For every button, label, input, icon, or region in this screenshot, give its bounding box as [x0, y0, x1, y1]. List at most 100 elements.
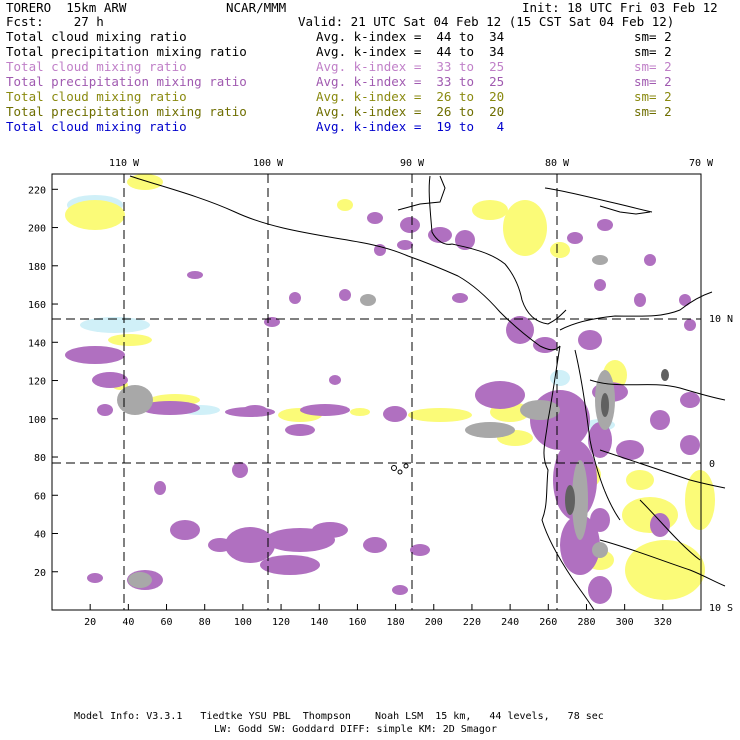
purple-field-patch — [285, 424, 315, 436]
x-tick-label: 40 — [122, 617, 134, 628]
yellow-field-patch — [503, 200, 547, 256]
y-tick-label: 200 — [28, 224, 46, 235]
purple-field-patch — [187, 271, 203, 279]
legend-field: Total cloud mixing ratio — [6, 59, 187, 74]
model-physics: LW: Godd SW: Goddard DIFF: simple KM: 2D… — [214, 724, 497, 735]
purple-field-patch — [289, 292, 301, 304]
lat-label: 0 — [709, 459, 715, 470]
legend-kindex: Avg. k-index = 33 to 25 — [316, 59, 505, 74]
legend-field: Total cloud mixing ratio — [6, 29, 187, 44]
purple-field-patch — [650, 513, 670, 537]
legend-sm: sm= 2 — [634, 89, 672, 104]
purple-field-patch — [170, 520, 200, 540]
dark-gray-field-patch — [565, 485, 575, 515]
x-tick-label: 300 — [616, 617, 634, 628]
moisture-field — [65, 174, 715, 604]
x-tick-label: 60 — [161, 617, 173, 628]
coastlines — [129, 175, 726, 611]
x-tick-label: 100 — [234, 617, 252, 628]
purple-field-patch — [397, 240, 413, 250]
institution: NCAR/MMM — [226, 0, 287, 15]
y-tick-label: 40 — [34, 530, 46, 541]
purple-field-patch — [65, 346, 125, 364]
light-blue-field-patch — [550, 370, 570, 386]
legend-field: Total cloud mixing ratio — [6, 119, 187, 134]
purple-field-patch — [208, 538, 232, 552]
gray-field-patch — [360, 294, 376, 306]
lon-label: 110 W — [109, 158, 140, 169]
purple-field-patch — [428, 227, 452, 243]
lat-label: 10 S — [709, 603, 733, 614]
x-tick-label: 240 — [501, 617, 519, 628]
purple-field-patch — [644, 254, 656, 266]
forecast-hour: Fcst: 27 h — [6, 14, 104, 29]
lat-label: 10 N — [709, 314, 733, 325]
gray-field-patch — [592, 542, 608, 558]
light-blue-field-patch — [80, 317, 150, 333]
x-tick-label: 180 — [387, 617, 405, 628]
legend-sm: sm= 2 — [634, 104, 672, 119]
purple-field-patch — [97, 404, 113, 416]
purple-field-patch — [300, 404, 350, 416]
grid — [52, 174, 701, 610]
legend-sm: sm= 2 — [634, 74, 672, 89]
x-tick-label: 140 — [310, 617, 328, 628]
y-tick-label: 20 — [34, 568, 46, 579]
yellow-field-patch — [337, 199, 353, 211]
yellow-field-patch — [472, 200, 508, 220]
purple-field-patch — [260, 555, 320, 575]
purple-field-patch — [594, 279, 606, 291]
purple-field-patch — [312, 522, 348, 538]
dark-gray-field-patch — [601, 393, 609, 417]
init-time: Init: 18 UTC Fri 03 Feb 12 — [522, 0, 718, 15]
x-tick-label: 260 — [539, 617, 557, 628]
purple-field-patch — [383, 406, 407, 422]
model-name: TORERO 15km ARW — [6, 0, 127, 15]
legend-kindex: Avg. k-index = 26 to 20 — [316, 89, 505, 104]
purple-field-patch — [92, 372, 128, 388]
purple-field-patch — [400, 217, 420, 233]
x-tick-label: 220 — [463, 617, 481, 628]
lon-label: 70 W — [689, 158, 714, 169]
y-tick-label: 180 — [28, 262, 46, 273]
legend-kindex: Avg. k-index = 26 to 20 — [316, 104, 505, 119]
y-tick-label: 60 — [34, 491, 46, 502]
gray-field-patch — [465, 422, 515, 438]
yellow-field-patch — [108, 334, 152, 346]
purple-field-patch — [154, 481, 166, 495]
yellow-field-patch — [350, 408, 370, 416]
purple-field-patch — [363, 537, 387, 553]
x-tick-label: 160 — [348, 617, 366, 628]
purple-field-patch — [225, 527, 275, 563]
legend-sm: sm= 2 — [634, 44, 672, 59]
purple-field-patch — [684, 319, 696, 331]
purple-field-patch — [680, 435, 700, 455]
valid-time: Valid: 21 UTC Sat 04 Feb 12 (15 CST Sat … — [298, 14, 675, 29]
purple-field-patch — [588, 422, 612, 458]
y-tick-label: 120 — [28, 377, 46, 388]
purple-field-patch — [455, 230, 475, 250]
lon-label: 90 W — [400, 158, 425, 169]
purple-field-patch — [650, 410, 670, 430]
yellow-field-patch — [626, 470, 654, 490]
x-tick-label: 320 — [654, 617, 672, 628]
purple-field-patch — [567, 232, 583, 244]
purple-field-patch — [140, 401, 200, 415]
y-tick-label: 100 — [28, 415, 46, 426]
y-tick-label: 160 — [28, 300, 46, 311]
legend-kindex: Avg. k-index = 33 to 25 — [316, 74, 505, 89]
dark-gray-field-patch — [661, 369, 669, 381]
gray-field-patch — [592, 255, 608, 265]
purple-field-patch — [232, 462, 248, 478]
legend-sm: sm= 2 — [634, 29, 672, 44]
purple-field-patch — [339, 289, 351, 301]
gray-field-patch — [117, 385, 153, 415]
x-tick-label: 120 — [272, 617, 290, 628]
yellow-field-patch — [65, 200, 125, 230]
x-tick-label: 280 — [577, 617, 595, 628]
gray-field-patch — [128, 572, 152, 588]
axis-ticks: 20 40 60 80 100 120 140 160 180 200 220 240 260 280 30… — [28, 185, 672, 628]
purple-field-patch — [452, 293, 468, 303]
x-tick-label: 80 — [199, 617, 211, 628]
